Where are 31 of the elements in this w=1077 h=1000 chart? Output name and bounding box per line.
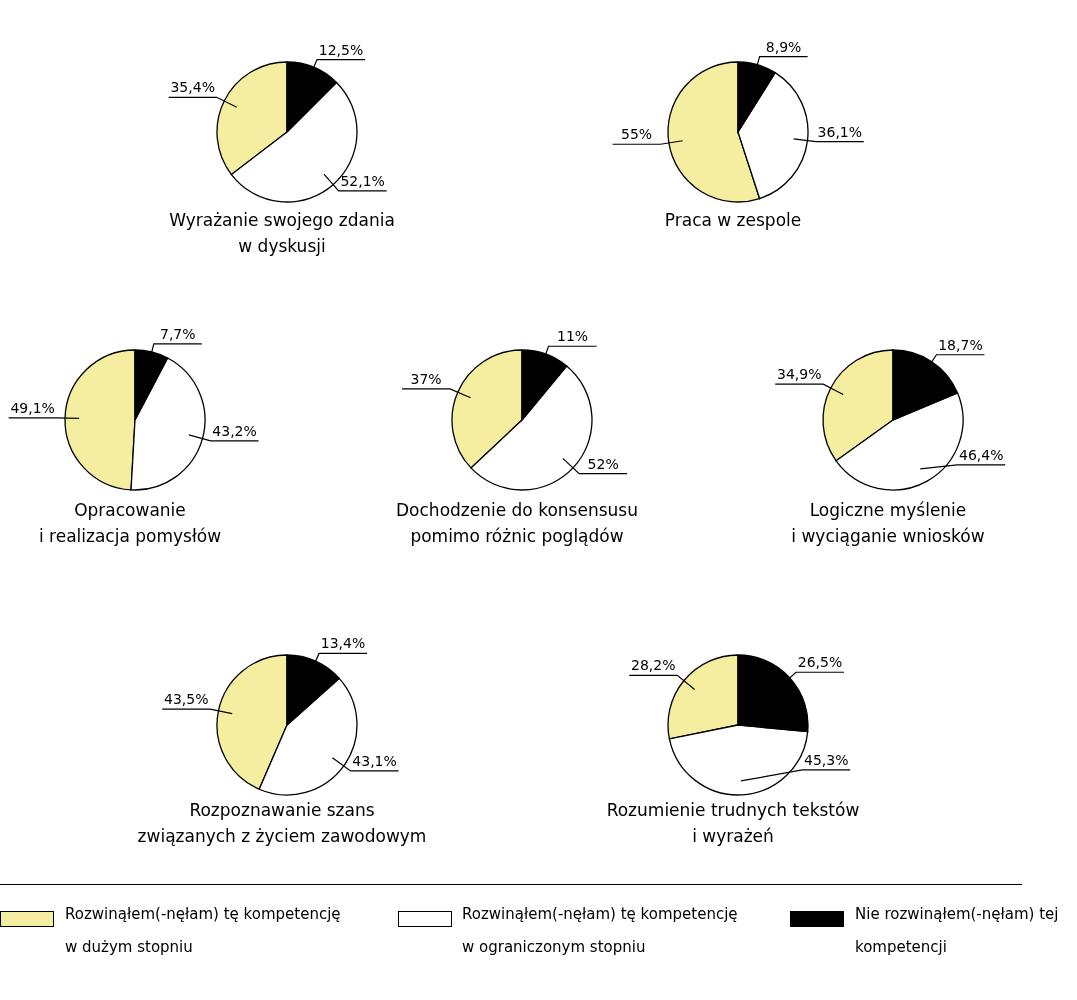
data-label: 49,1% [10, 399, 55, 416]
data-label: 35,4% [170, 79, 215, 96]
text: Dochodzenie do konsensusu pomimo różnic poglądów [395, 499, 639, 548]
data-label: 43,2% [212, 422, 257, 439]
legend-label: Rozwinąłem(-nęłam) tę kompetencję w ograniczonym stopniu [462, 904, 739, 958]
data-label: 8,9% [765, 38, 802, 55]
text: Wyrażanie swojego zdania w dyskusji [168, 209, 396, 258]
data-label: 34,9% [777, 366, 822, 383]
text: Praca w zespole [663, 209, 803, 232]
data-label: 46,4% [958, 446, 1004, 463]
data-label: 37% [410, 370, 442, 387]
text: Opracowanie i realizacja pomysłów [37, 499, 223, 548]
data-label: 7,7% [159, 325, 196, 342]
legend-label: Rozwinąłem(-nęłam) tę kompetencję w dużym stopniu [65, 904, 342, 958]
data-label: 43,1% [352, 752, 397, 769]
data-label: 43,5% [163, 691, 209, 708]
text: Logiczne myślenie i wyciąganie wniosków [790, 499, 986, 548]
data-label: 52% [587, 455, 619, 472]
data-label: 52,1% [340, 172, 385, 189]
data-label: 55% [621, 126, 653, 143]
data-label: 13,4% [320, 635, 366, 652]
text: Rozpoznawanie szans związanych z życiem zawodowym [136, 799, 428, 848]
data-label: 26,5% [797, 654, 843, 671]
text: Rozumienie trudnych tekstów i wyrażeń [605, 799, 861, 848]
data-label: 28,2% [631, 657, 676, 674]
legend-label: Nie rozwinąłem(-nęłam) tej kompetencji [855, 904, 1060, 958]
data-label: 18,7% [938, 336, 983, 353]
data-label: 12,5% [318, 41, 364, 58]
data-label: 45,3% [803, 751, 849, 768]
data-label: 36,1% [817, 123, 863, 140]
data-label: 11% [556, 328, 589, 345]
